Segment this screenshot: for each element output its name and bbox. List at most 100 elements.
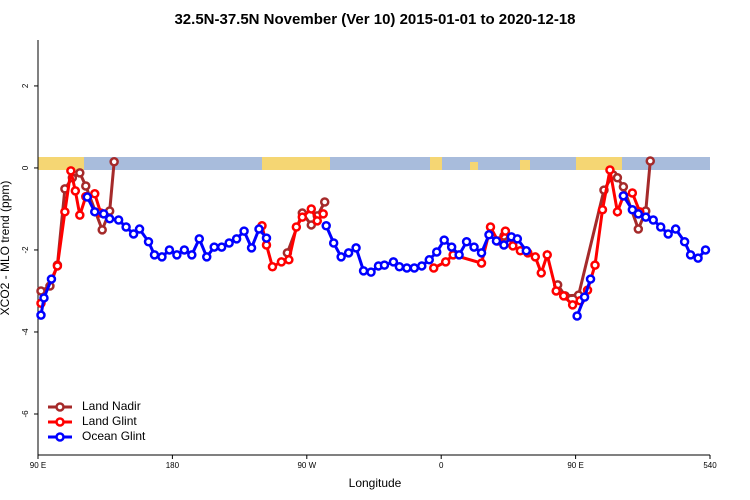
data-point bbox=[81, 181, 91, 191]
x-tick-label: 540 bbox=[703, 461, 717, 470]
data-point bbox=[469, 242, 479, 252]
data-point bbox=[693, 253, 703, 263]
data-point bbox=[485, 222, 496, 232]
data-point bbox=[633, 224, 644, 234]
legend-label: Ocean Glint bbox=[82, 429, 146, 443]
data-point bbox=[179, 245, 190, 255]
data-point bbox=[645, 156, 656, 166]
data-point bbox=[641, 212, 651, 222]
data-point bbox=[194, 234, 205, 244]
data-point bbox=[358, 266, 369, 276]
data-point bbox=[409, 263, 420, 273]
y-tick-label: 2 bbox=[21, 83, 30, 88]
data-point bbox=[128, 229, 139, 239]
data-point bbox=[428, 263, 439, 273]
data-point bbox=[172, 250, 182, 260]
data-point bbox=[261, 233, 272, 243]
data-point bbox=[670, 224, 681, 234]
data-point bbox=[291, 222, 302, 232]
data-point bbox=[343, 248, 354, 258]
data-point bbox=[66, 166, 76, 176]
data-point bbox=[618, 182, 629, 192]
data-point bbox=[267, 262, 278, 272]
data-point bbox=[104, 214, 115, 224]
data-point bbox=[454, 250, 464, 260]
data-point bbox=[379, 260, 390, 270]
series bbox=[36, 165, 645, 310]
data-point bbox=[239, 226, 249, 236]
series bbox=[36, 191, 711, 321]
x-axis-label: Longitude bbox=[349, 476, 402, 490]
data-point bbox=[98, 209, 109, 219]
x-tick-label: 90 E bbox=[30, 461, 46, 470]
data-point bbox=[618, 191, 629, 201]
series-line bbox=[260, 206, 325, 270]
data-point bbox=[276, 257, 287, 267]
data-point bbox=[542, 250, 552, 260]
data-point bbox=[297, 212, 308, 222]
data-point bbox=[572, 311, 582, 321]
data-point bbox=[679, 237, 690, 247]
data-point bbox=[319, 197, 330, 207]
y-tick-label: -4 bbox=[21, 328, 30, 336]
data-point bbox=[605, 165, 615, 175]
y-tick-label: 0 bbox=[21, 165, 30, 170]
data-point bbox=[216, 242, 227, 252]
data-point bbox=[39, 293, 49, 303]
data-point bbox=[551, 286, 561, 296]
data-point bbox=[312, 216, 323, 226]
data-point bbox=[89, 207, 100, 217]
data-point bbox=[149, 250, 160, 260]
data-point bbox=[402, 263, 412, 273]
data-point bbox=[231, 234, 242, 244]
legend-label: Land Nadir bbox=[82, 399, 141, 413]
data-point bbox=[461, 237, 472, 247]
data-point bbox=[648, 215, 659, 225]
data-point bbox=[491, 236, 502, 246]
data-point bbox=[567, 300, 578, 310]
chart-title: 32.5N-37.5N November (Ver 10) 2015-01-01… bbox=[174, 11, 575, 28]
y-tick-label: -2 bbox=[21, 246, 30, 254]
data-point bbox=[113, 215, 124, 225]
data-point bbox=[394, 262, 405, 272]
data-point bbox=[75, 168, 85, 178]
data-point bbox=[328, 238, 339, 248]
data-point bbox=[536, 268, 547, 278]
data-point bbox=[246, 243, 257, 253]
data-point bbox=[224, 238, 234, 248]
data-point bbox=[530, 252, 541, 262]
data-point bbox=[336, 252, 346, 262]
y-axis-label: XCO2 - MLO trend (ppm) bbox=[0, 181, 12, 316]
legend-marker bbox=[55, 417, 65, 427]
data-point bbox=[476, 258, 487, 268]
data-point bbox=[46, 274, 57, 284]
data-point bbox=[512, 234, 523, 244]
x-tick-label: 90 E bbox=[567, 461, 583, 470]
data-point bbox=[75, 210, 85, 220]
data-point bbox=[351, 243, 361, 253]
data-point bbox=[590, 260, 600, 270]
legend-label: Land Glint bbox=[82, 414, 137, 428]
data-point bbox=[187, 250, 197, 260]
data-point bbox=[254, 224, 264, 234]
data-point bbox=[36, 310, 46, 320]
data-point bbox=[97, 225, 107, 235]
data-point bbox=[685, 250, 696, 260]
data-point bbox=[134, 224, 145, 234]
data-point bbox=[82, 192, 93, 202]
data-point bbox=[89, 189, 100, 199]
data-point bbox=[209, 242, 219, 252]
data-point bbox=[318, 209, 328, 219]
x-tick-label: 180 bbox=[166, 461, 180, 470]
data-point bbox=[700, 245, 711, 255]
data-point bbox=[440, 257, 451, 267]
data-point bbox=[612, 207, 623, 217]
legend-marker bbox=[55, 402, 65, 412]
series-line bbox=[85, 196, 268, 260]
series-line bbox=[324, 225, 528, 274]
data-point bbox=[52, 261, 63, 271]
data-point bbox=[121, 222, 131, 232]
x-tick-label: 0 bbox=[439, 461, 444, 470]
data-point bbox=[521, 246, 532, 256]
